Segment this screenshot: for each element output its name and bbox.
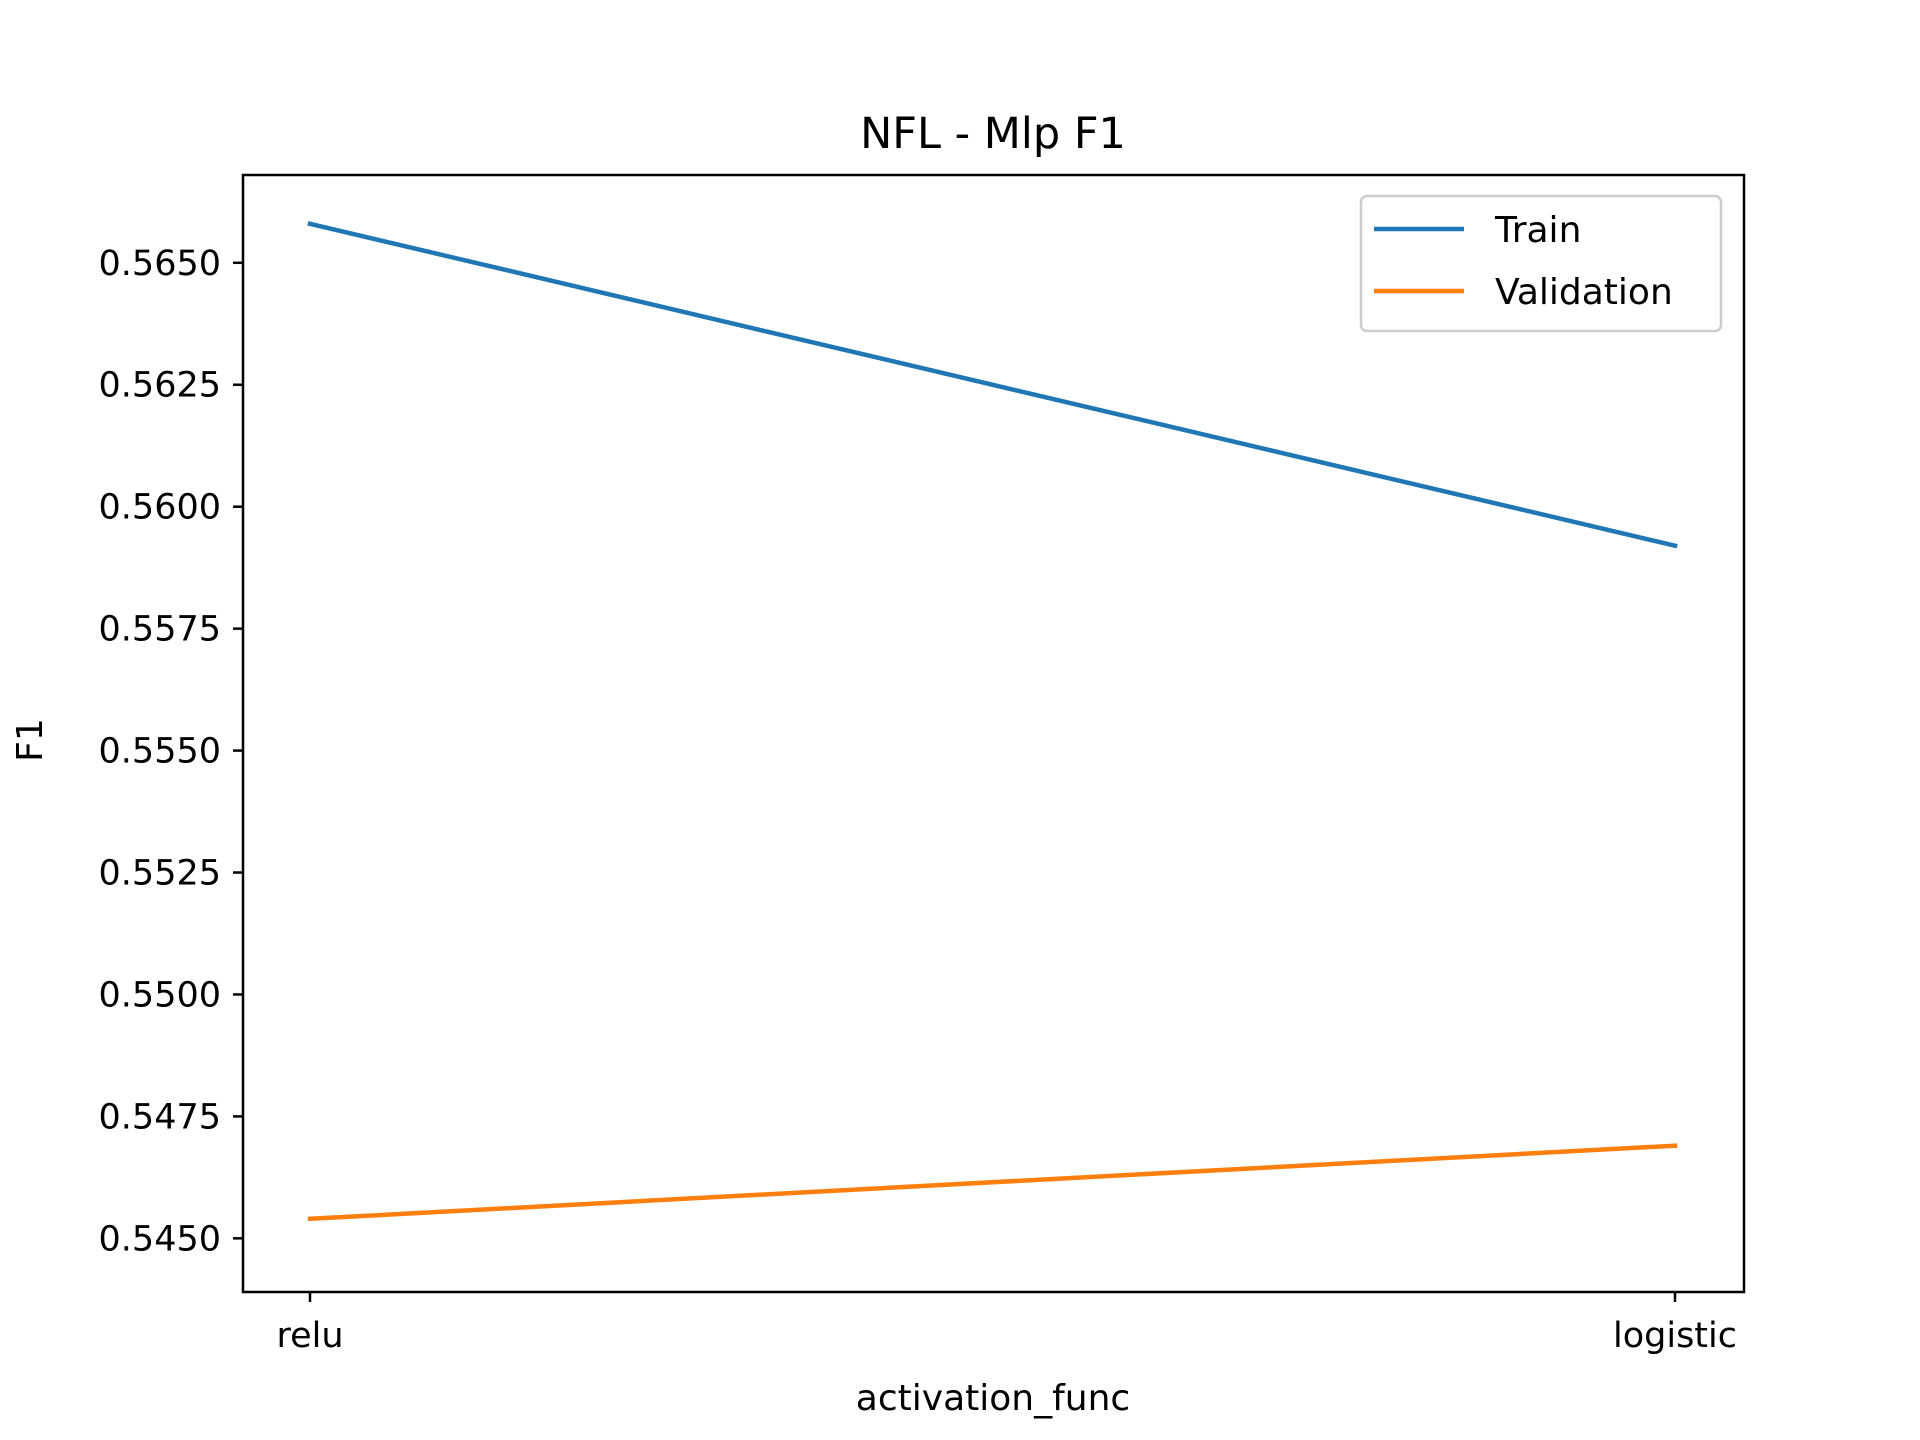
y-tick-label: 0.5450 (99, 1219, 221, 1259)
y-tick-label: 0.5500 (99, 975, 221, 1015)
y-tick-label: 0.5475 (99, 1097, 221, 1137)
legend: Train Validation (1359, 194, 1723, 333)
y-tick-label: 0.5600 (99, 488, 221, 528)
x-axis-label: activation_func (856, 1378, 1130, 1419)
y-tick-label: 0.5550 (99, 732, 221, 772)
legend-train-label: Train (1494, 210, 1581, 251)
y-tick-label: 0.5625 (99, 366, 221, 406)
plot-frame (241, 173, 1746, 1294)
legend-validation-label: Validation (1495, 272, 1673, 313)
y-tick-label: 0.5650 (99, 244, 221, 284)
chart-title: NFL - Mlp F1 (860, 109, 1126, 159)
series-line-train (307, 221, 1678, 549)
x-tick-label: relu (276, 1316, 343, 1356)
y-tick-label: 0.5575 (99, 610, 221, 650)
axes: 0.5450 0.5475 0.5500 0.5525 0.5550 0.5575 0.56… (99, 244, 1737, 1356)
x-tick-label: logistic (1613, 1316, 1737, 1356)
plot-area (307, 221, 1678, 1222)
y-tick-label: 0.5525 (99, 854, 221, 894)
y-axis-label: F1 (10, 718, 51, 762)
series-line-validation (307, 1143, 1678, 1222)
